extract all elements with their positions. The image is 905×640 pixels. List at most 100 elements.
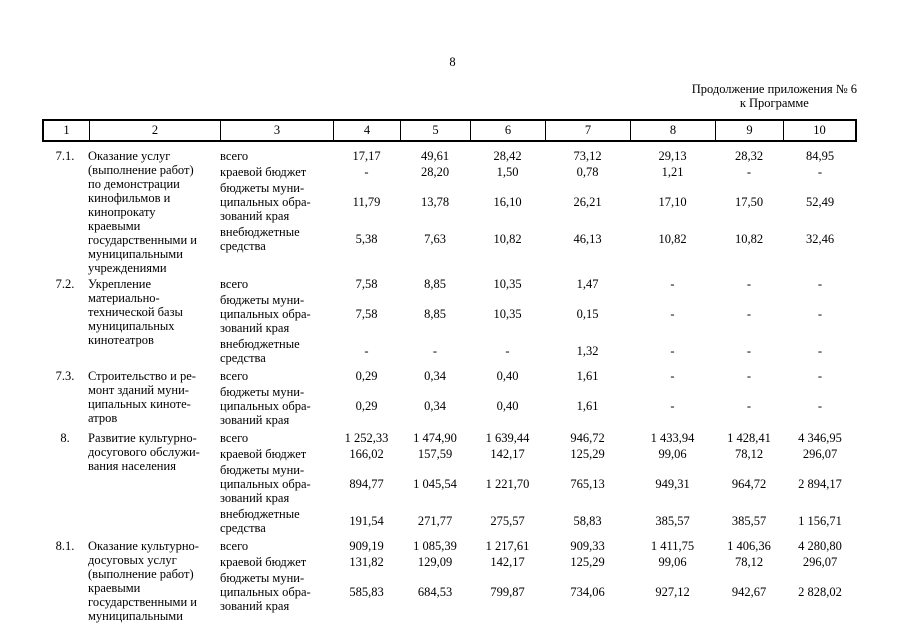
value-cell: 964,72 bbox=[731, 477, 767, 491]
value-cell: 28,42 bbox=[493, 149, 522, 163]
value-cell: 942,67 bbox=[731, 585, 767, 599]
funding-subrow: бюджеты муни- ципальных обра- зований кр… bbox=[220, 463, 857, 505]
value-cell: 46,13 bbox=[573, 232, 602, 246]
table-row: 7.3. Строительство и ре- монт зданий муни… bbox=[42, 369, 857, 429]
value-cell: 1 045,54 bbox=[413, 477, 457, 491]
value-cell: 271,77 bbox=[417, 514, 453, 528]
funding-source-label: бюджеты муни- ципальных обра- зований кр… bbox=[220, 463, 311, 505]
value-cell: 1 406,36 bbox=[727, 539, 771, 553]
funding-source-label: внебюджетные средства bbox=[220, 507, 300, 535]
value-cell: 17,50 bbox=[734, 195, 764, 209]
row-subrows: всего 17,17 49,61 28,42 73,12 29,13 28,32 84,95… bbox=[220, 149, 857, 275]
value-cell: 2 828,02 bbox=[798, 585, 842, 599]
table-row: 8.1. Оказание культурно- досуговых услуг … bbox=[42, 539, 857, 623]
value-cell: 73,12 bbox=[573, 149, 602, 163]
funding-subrow: всего 0,29 0,34 0,40 1,61 - - - bbox=[220, 369, 857, 383]
value-cell: 894,77 bbox=[349, 477, 384, 491]
value-cell: 1,61 bbox=[576, 369, 599, 383]
continuation-note: Продолжение приложения № 6 к Программе bbox=[692, 82, 857, 110]
value-cell: 13,78 bbox=[420, 195, 450, 209]
value-cell: 0,40 bbox=[496, 399, 519, 413]
value-cell: 191,54 bbox=[349, 514, 384, 528]
value-cell: 10,82 bbox=[493, 232, 522, 246]
value-cell: 8,85 bbox=[424, 277, 446, 291]
value-cell: 949,31 bbox=[655, 477, 690, 491]
value-cell: 129,09 bbox=[417, 555, 453, 569]
value-cell: 1,61 bbox=[576, 399, 599, 413]
value-cell: 4 280,80 bbox=[798, 539, 842, 553]
value-cell: - bbox=[817, 399, 823, 413]
value-cell: - bbox=[746, 307, 752, 321]
funding-source-label: бюджеты муни- ципальных обра- зований кр… bbox=[220, 385, 311, 427]
value-cell: 4 346,95 bbox=[798, 431, 842, 445]
value-cell: 1 156,71 bbox=[798, 514, 842, 528]
value-cell: 765,13 bbox=[570, 477, 605, 491]
value-cell: 1 217,61 bbox=[485, 539, 530, 553]
value-cell: 5,38 bbox=[355, 232, 378, 246]
value-cell: 125,29 bbox=[570, 447, 605, 461]
value-cell: 166,02 bbox=[349, 447, 384, 461]
value-cell: 1 085,39 bbox=[413, 539, 457, 553]
value-cell: 49,61 bbox=[420, 149, 450, 163]
value-cell: - bbox=[670, 277, 675, 291]
continuation-note-line1: Продолжение приложения № 6 bbox=[691, 82, 857, 96]
funding-source-label: внебюджетные средства bbox=[220, 337, 300, 365]
value-cell: 32,46 bbox=[805, 232, 835, 246]
value-cell: 78,12 bbox=[734, 555, 764, 569]
header-cell: 5 bbox=[400, 121, 470, 140]
row-title: Строительство и ре- монт зданий муни- ци… bbox=[88, 369, 196, 425]
value-cell: - bbox=[746, 369, 752, 383]
funding-subrow: краевой бюджет 131,82 129,09 142,17 125,29 99… bbox=[220, 555, 857, 569]
row-number: 7.2. bbox=[55, 277, 75, 291]
value-cell: 99,06 bbox=[658, 447, 687, 461]
value-cell: - bbox=[817, 307, 823, 321]
funding-subrow: краевой бюджет - 28,20 1,50 0,78 1,21 - - bbox=[220, 165, 857, 179]
value-cell: 275,57 bbox=[490, 514, 525, 528]
continuation-note-line2: к Программе bbox=[739, 96, 809, 110]
header-cell: 3 bbox=[220, 121, 333, 140]
value-cell: 8,85 bbox=[424, 307, 446, 321]
table-row: 7.2. Укрепление материально- технической … bbox=[42, 277, 857, 367]
value-cell: 684,53 bbox=[417, 585, 453, 599]
funding-subrow: всего 17,17 49,61 28,42 73,12 29,13 28,32 84,95 bbox=[220, 149, 857, 163]
value-cell: 1 433,94 bbox=[650, 431, 695, 445]
value-cell: 142,17 bbox=[490, 447, 525, 461]
value-cell: - bbox=[746, 165, 752, 179]
value-cell: 84,95 bbox=[805, 149, 835, 163]
value-cell: 78,12 bbox=[734, 447, 764, 461]
row-number: 8.1. bbox=[55, 539, 75, 553]
value-cell: 29,13 bbox=[658, 149, 687, 163]
value-cell: 58,83 bbox=[573, 514, 602, 528]
value-cell: 2 894,17 bbox=[798, 477, 842, 491]
header-cell: 7 bbox=[545, 121, 630, 140]
value-cell: 131,82 bbox=[349, 555, 384, 569]
funding-subrow: бюджеты муни- ципальных обра- зований кр… bbox=[220, 293, 857, 335]
page-number: 8 bbox=[449, 55, 456, 69]
value-cell: - bbox=[505, 344, 510, 358]
value-cell: 585,83 bbox=[349, 585, 384, 599]
value-cell: 1,50 bbox=[496, 165, 519, 179]
value-cell: 125,29 bbox=[570, 555, 605, 569]
row-title: Оказание услуг (выполнение работ) по дем… bbox=[88, 149, 197, 275]
row-title: Развитие культурно- досугового обслужи- … bbox=[88, 431, 200, 473]
value-cell: - bbox=[670, 307, 675, 321]
value-cell: 0,29 bbox=[355, 399, 378, 413]
value-cell: 17,10 bbox=[658, 195, 687, 209]
funding-subrow: бюджеты муни- ципальных обра- зований кр… bbox=[220, 181, 857, 223]
header-cell: 9 bbox=[715, 121, 783, 140]
funding-source-label: бюджеты муни- ципальных обра- зований кр… bbox=[220, 181, 311, 223]
funding-subrow: краевой бюджет 166,02 157,59 142,17 125,29 99… bbox=[220, 447, 857, 461]
value-cell: 946,72 bbox=[570, 431, 605, 445]
table-body: 7.1. Оказание услуг (выполнение работ) по… bbox=[42, 149, 857, 623]
value-cell: 26,21 bbox=[573, 195, 602, 209]
value-cell: - bbox=[817, 165, 823, 179]
value-cell: - bbox=[364, 344, 369, 358]
value-cell: - bbox=[746, 277, 752, 291]
value-cell: 799,87 bbox=[490, 585, 525, 599]
value-cell: - bbox=[817, 369, 823, 383]
funding-subrow: всего 1 252,33 1 474,90 1 639,44 946,72 1 433… bbox=[220, 431, 857, 445]
value-cell: 296,07 bbox=[802, 555, 838, 569]
value-cell: - bbox=[817, 277, 823, 291]
value-cell: 0,15 bbox=[576, 307, 599, 321]
